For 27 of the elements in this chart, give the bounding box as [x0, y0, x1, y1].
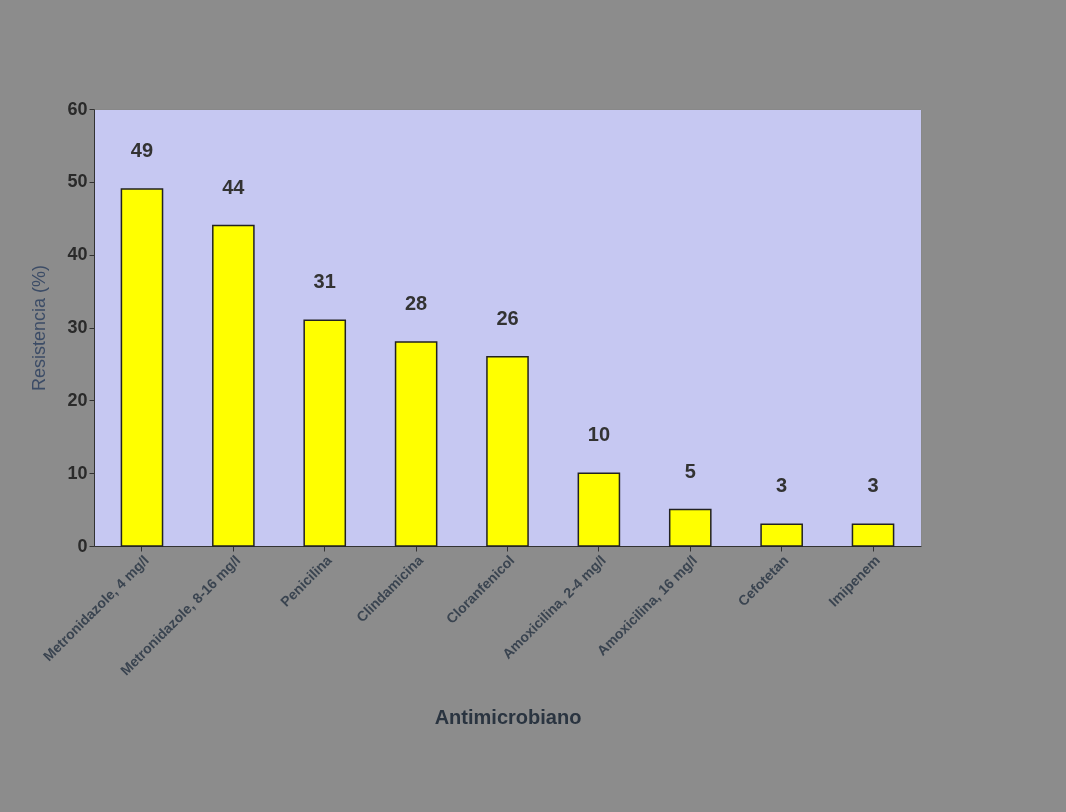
data-label: 3	[867, 474, 879, 497]
data-label: 31	[313, 270, 336, 293]
bar	[212, 224, 255, 547]
bar	[851, 523, 895, 547]
data-label: 49	[130, 139, 154, 162]
x-axis-title: Antimicrobiano	[434, 706, 582, 729]
data-label: 10	[587, 423, 611, 446]
y-tick-label: 20	[67, 389, 88, 410]
data-label: 3	[776, 474, 788, 497]
bar	[760, 523, 803, 547]
bar	[577, 472, 621, 547]
data-label: 28	[404, 292, 428, 315]
y-tick-label: 0	[77, 535, 88, 556]
data-label: 44	[222, 175, 246, 198]
y-tick-label: 10	[67, 462, 88, 483]
bar	[303, 319, 347, 547]
data-label: 26	[496, 306, 519, 329]
y-axis-title: Resistencia (%)	[29, 264, 50, 392]
y-tick-label: 40	[67, 244, 88, 265]
bar	[120, 188, 164, 547]
y-tick-label: 60	[67, 98, 88, 119]
data-label: 5	[684, 459, 696, 482]
bar	[486, 355, 529, 547]
y-tick-label: 50	[67, 171, 88, 192]
y-tick-label: 30	[67, 317, 88, 337]
bar	[668, 508, 712, 547]
bar	[394, 341, 438, 547]
